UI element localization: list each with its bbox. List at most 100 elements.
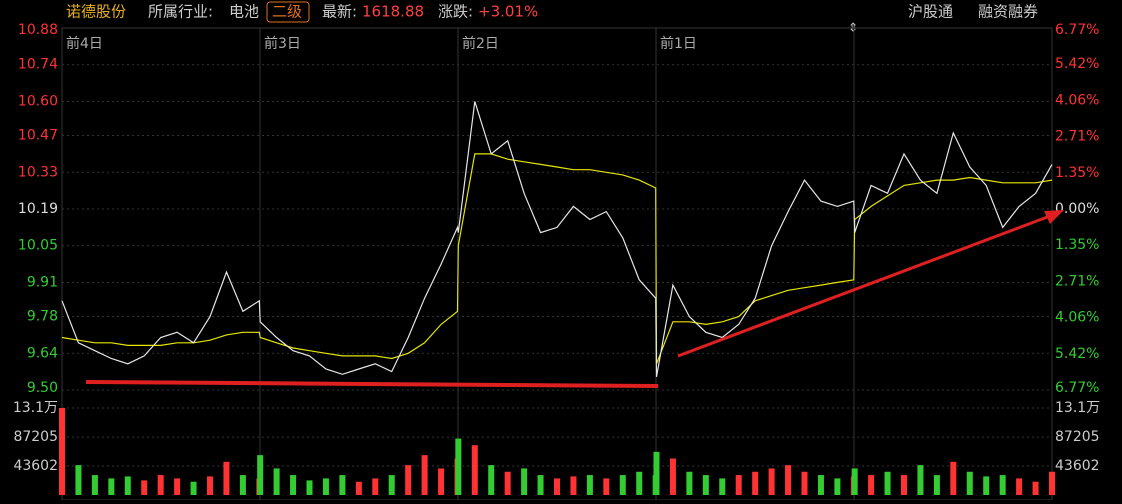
volume-bar <box>702 475 709 495</box>
volume-bar <box>735 475 742 495</box>
volume-bar <box>768 468 775 495</box>
volume-bar <box>372 478 379 495</box>
latest-value: 1618.88 <box>362 3 424 21</box>
volume-bar <box>884 471 891 495</box>
volume-bar <box>669 458 676 495</box>
y2-tick-label: 4.06% <box>1055 92 1099 108</box>
volume-bar <box>124 476 131 495</box>
volume-bar <box>355 481 362 495</box>
volume-bar <box>174 478 181 495</box>
volume-tick-label: 13.1万 <box>13 400 58 416</box>
volume-bar <box>306 480 313 495</box>
volume-bar <box>1032 481 1039 495</box>
volume-bar <box>521 468 528 495</box>
volume-bar <box>950 461 957 495</box>
volume-tick-label: 13.1万 <box>1055 400 1100 416</box>
volume-bar <box>108 478 115 495</box>
volume-bar <box>817 475 824 495</box>
volume-bar <box>999 475 1006 495</box>
annotation-arrow-head <box>1044 210 1064 224</box>
volume-bar <box>438 468 445 495</box>
volume-bar <box>388 475 395 495</box>
volume-bar <box>752 471 759 495</box>
y2-tick-label: 0.00% <box>1055 201 1099 217</box>
volume-bar <box>801 471 808 495</box>
volume-bar <box>785 465 792 495</box>
volume-bar <box>190 481 197 495</box>
volume-bar <box>290 475 297 495</box>
y-tick-label: 10.88 <box>18 22 58 38</box>
level-box <box>266 1 310 23</box>
volume-bar <box>455 438 462 495</box>
series-line <box>61 101 1053 378</box>
volume-bar <box>570 476 577 495</box>
volume-bar <box>59 408 65 495</box>
industry-label: 所属行业: <box>148 3 213 21</box>
volume-bar <box>273 468 280 495</box>
volume-bar <box>719 478 726 495</box>
industry-level[interactable]: 二级 <box>272 3 302 21</box>
volume-bar <box>851 468 858 495</box>
volume-bar <box>471 445 478 495</box>
volume-bar <box>619 475 626 495</box>
y2-tick-label: 2.71% <box>1055 273 1099 289</box>
volume-tick-label: 43602 <box>1055 458 1100 474</box>
y-tick-label: 9.91 <box>27 274 58 290</box>
volume-bar <box>223 461 230 495</box>
volume-bar <box>322 478 329 495</box>
annotation-arrow-line <box>677 214 1051 358</box>
y2-tick-label: 6.77% <box>1055 380 1099 396</box>
volume-bar <box>141 480 148 495</box>
y-tick-label: 9.78 <box>27 309 58 325</box>
volume-tick-label: 43602 <box>13 458 58 474</box>
volume-bar <box>239 475 246 495</box>
volume-bar <box>504 471 511 495</box>
volume-bar <box>405 465 412 495</box>
volume-bar <box>933 475 940 495</box>
volume-bar <box>653 451 660 495</box>
series-line <box>61 153 1053 365</box>
volume-bar <box>983 476 990 495</box>
y-tick-label: 10.60 <box>18 93 58 109</box>
volume-bar <box>1016 478 1023 495</box>
day-label: 前3日 <box>264 35 301 52</box>
y2-tick-label: 2.71% <box>1055 129 1099 145</box>
y2-tick-label: 1.35% <box>1055 237 1099 253</box>
volume-bar <box>488 465 495 495</box>
y-tick-label: 10.47 <box>18 128 58 144</box>
stock-name[interactable]: 诺德股份 <box>66 3 126 21</box>
volume-bar <box>603 478 610 495</box>
tag-hk-connect[interactable]: 沪股通 <box>908 3 953 21</box>
annotation-flat-line <box>85 380 659 388</box>
volume-bar <box>586 475 593 495</box>
volume-bar <box>554 478 560 495</box>
volume-bar <box>868 475 875 495</box>
day-label: 前4日 <box>66 35 103 52</box>
volume-bar <box>207 476 214 495</box>
volume-tick-label: 87205 <box>13 429 58 445</box>
tag-margin[interactable]: 融资融券 <box>978 3 1038 21</box>
volume-bar <box>686 471 693 495</box>
volume-tick-label: 87205 <box>1055 429 1100 445</box>
change-value: +3.01% <box>478 3 538 21</box>
volume-bar <box>257 455 264 495</box>
volume-bar <box>157 475 164 495</box>
change-label: 涨跌: <box>438 3 473 21</box>
y-tick-label: 9.50 <box>27 380 58 396</box>
volume-bar <box>966 471 973 495</box>
y2-tick-label: 4.06% <box>1055 310 1099 326</box>
industry[interactable]: 电池 <box>229 3 259 21</box>
volume-bar <box>834 478 841 495</box>
y2-tick-label: 5.42% <box>1055 56 1099 72</box>
y-tick-label: 10.19 <box>18 201 58 217</box>
y2-tick-label: 6.77% <box>1055 22 1099 38</box>
marks: 前4日 前3日 前2日 前1日 10.88 10.74 10.60 10.47 10.33 10.… <box>13 22 1100 500</box>
volume-bar <box>75 465 82 495</box>
volume-bar <box>537 475 544 495</box>
volume-bar <box>636 471 643 495</box>
y-tick-label: 9.64 <box>27 345 58 361</box>
latest-label: 最新: <box>322 3 357 21</box>
volume-bar <box>900 475 907 495</box>
